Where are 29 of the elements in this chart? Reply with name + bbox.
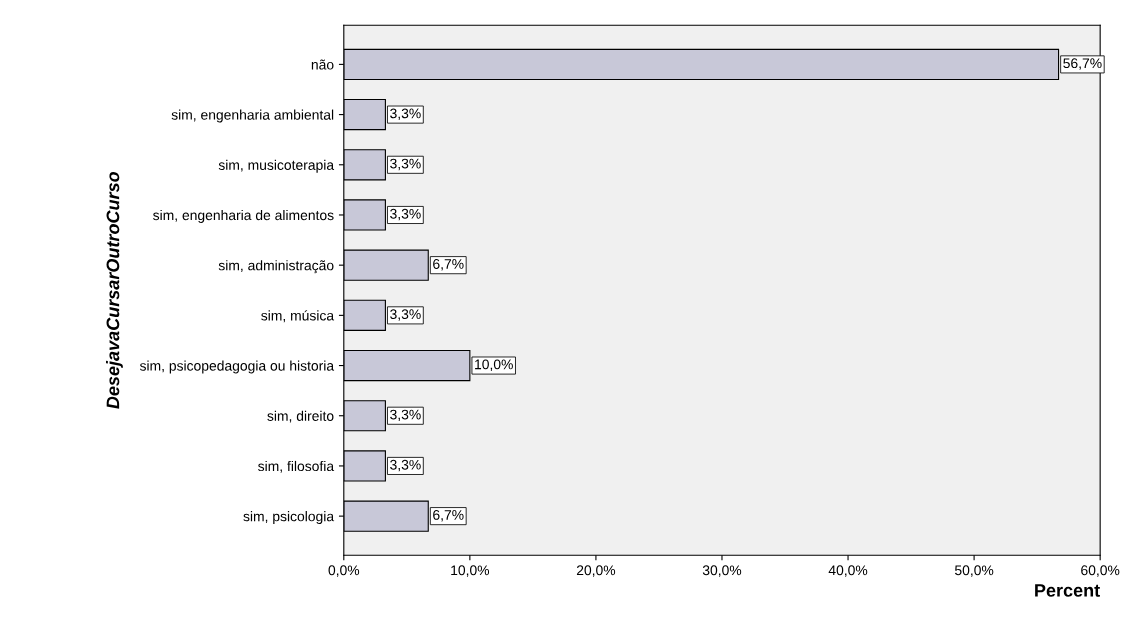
y-tick-label: sim, psicopedagogia ou historia	[139, 360, 335, 374]
y-tick-label: sim, música	[261, 310, 335, 323]
data-label: 6,7%	[433, 259, 464, 271]
y-tick-label: sim, engenharia de alimentos	[153, 209, 334, 223]
y-tick-label: sim, psicologia	[243, 511, 335, 525]
data-label: 3,3%	[390, 309, 421, 321]
x-tick-label: 60,0%	[1081, 565, 1120, 577]
y-tick-label: sim, musicoterapia	[218, 159, 335, 173]
x-tick-label: 50,0%	[954, 565, 994, 577]
y-tick-label: não	[311, 59, 334, 70]
x-tick-label: 10,0%	[451, 565, 490, 577]
x-tick-label: 30,0%	[702, 565, 742, 577]
y-tick-label: sim, direito	[267, 410, 334, 423]
y-axis-title: DesejavaCursarOutroCurso	[106, 171, 123, 409]
y-tick-label: sim, engenharia ambiental	[171, 109, 334, 123]
x-tick-label: 40,0%	[828, 565, 868, 577]
data-label: 3,3%	[390, 108, 421, 120]
data-label: 3,3%	[390, 459, 421, 472]
x-tick-label: 20,0%	[576, 565, 616, 577]
y-tick-label: sim, filosofia	[258, 460, 335, 473]
data-label: 3,3%	[390, 158, 421, 171]
data-label: 6,7%	[433, 510, 464, 522]
x-tick-label: 0,0%	[328, 565, 360, 577]
data-label: 10,0%	[475, 359, 513, 371]
x-axis-title: Percent	[1035, 584, 1100, 597]
data-label: 56,7%	[1063, 58, 1102, 70]
y-tick-label: sim, administração	[218, 260, 334, 274]
data-label: 3,3%	[390, 409, 421, 422]
data-label: 3,3%	[390, 208, 421, 221]
